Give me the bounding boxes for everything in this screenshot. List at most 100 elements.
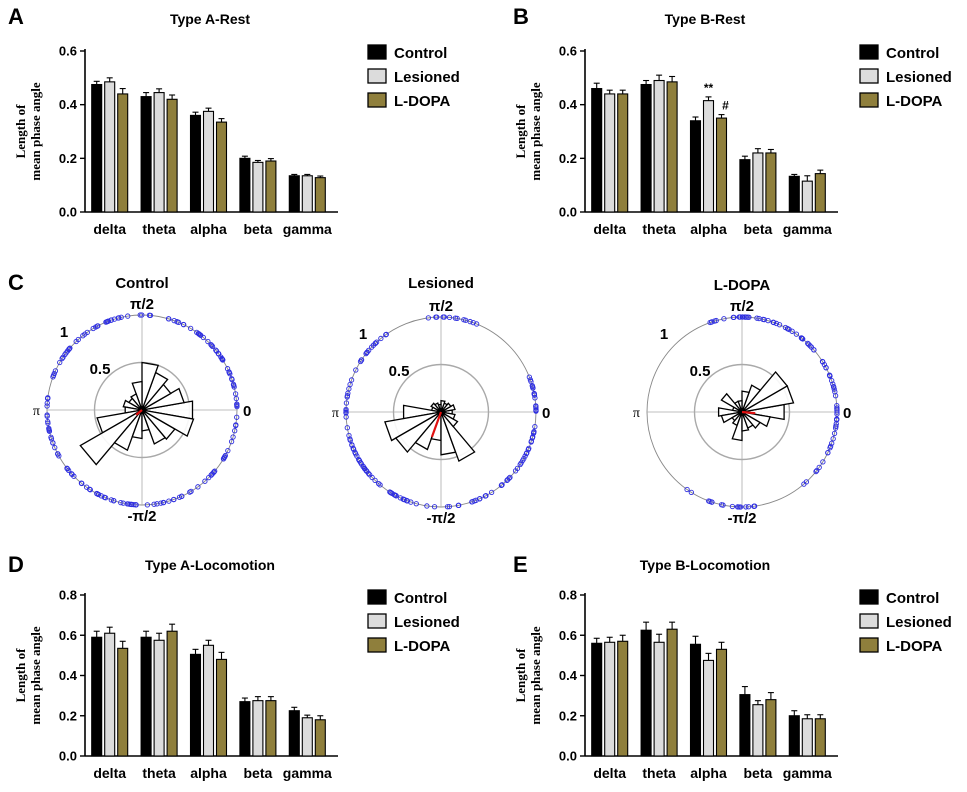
bar-lesioned-theta — [153, 639, 165, 757]
phase-dot — [50, 440, 56, 446]
phase-dot — [834, 409, 840, 415]
phase-dot — [234, 414, 240, 420]
phase-dot — [229, 376, 235, 382]
panel-letter-e: E — [513, 552, 528, 577]
phase-dot — [137, 312, 143, 318]
panel-letter-a: A — [8, 4, 24, 29]
phase-dot — [737, 314, 743, 320]
phase-dot — [829, 378, 835, 384]
y-tick-label: 0.4 — [59, 97, 78, 112]
x-tick-label: theta — [642, 765, 676, 781]
label-pi: π — [33, 404, 40, 419]
phase-dot — [833, 423, 839, 429]
x-tick-label: theta — [142, 221, 176, 237]
phase-dot — [518, 460, 524, 466]
label-pi: π — [332, 406, 339, 421]
x-tick-label: alpha — [190, 765, 227, 781]
rose-wedge — [440, 411, 476, 463]
bar-lesioned-alpha — [202, 110, 215, 213]
phase-dot — [721, 316, 727, 322]
x-tick-label: gamma — [783, 221, 832, 237]
phase-dot — [743, 314, 750, 320]
phase-dot — [202, 478, 208, 484]
y-tick-label: 0.6 — [559, 44, 577, 59]
legend-swatch-lesioned — [367, 613, 387, 629]
rose-wedge — [720, 392, 743, 413]
x-tick-label: beta — [244, 221, 273, 237]
bar-control-alpha — [189, 114, 202, 213]
phase-dot — [230, 434, 236, 440]
phase-dot — [831, 386, 837, 392]
x-tick-label: gamma — [283, 221, 332, 237]
legend-label: Control — [394, 590, 447, 607]
legend-label: Control — [886, 590, 939, 607]
phase-dot — [218, 354, 224, 360]
phase-dot — [372, 340, 378, 347]
phase-dot — [154, 501, 160, 507]
bar-lesioned-alpha — [702, 659, 715, 757]
phase-dot — [504, 477, 511, 483]
phase-dot — [375, 481, 382, 487]
phase-dot — [343, 409, 349, 415]
significance-marker: # — [722, 99, 729, 113]
chart-title: Type A-Rest — [170, 11, 250, 27]
phase-dot — [51, 370, 57, 377]
phase-dot — [834, 411, 840, 417]
phase-dot — [205, 338, 211, 345]
phase-dot — [234, 403, 240, 410]
rose-wedge — [741, 411, 771, 428]
label-radius-0-5: 0.5 — [389, 363, 410, 380]
phase-dot — [424, 503, 430, 509]
label-pi-over-2: π/2 — [429, 298, 453, 315]
phase-dot — [131, 502, 137, 508]
y-tick-label: 0.0 — [559, 749, 577, 764]
phase-dot — [499, 482, 505, 488]
phase-dot — [226, 369, 232, 375]
bar-chart-type-a-locomotion: Type A-Locomotion Length of mean phase ang… — [13, 557, 460, 781]
legend-label: L-DOPA — [886, 93, 943, 110]
phase-dot — [98, 493, 104, 499]
bar-lesioned-theta — [653, 641, 665, 757]
phase-dot — [233, 423, 239, 429]
bar-control-beta — [239, 701, 251, 757]
x-tick-label: delta — [93, 765, 126, 781]
phase-dot — [529, 435, 536, 441]
label-pi-over-2: π/2 — [730, 298, 754, 315]
phase-dot — [144, 502, 151, 508]
bar-chart-type-b-locomotion: Type B-Locomotion Length of mean phase ang… — [513, 557, 952, 781]
phase-dot — [187, 325, 194, 332]
bar-ldopa-beta — [265, 160, 277, 213]
bar-lesioned-beta — [252, 700, 264, 757]
phase-dot — [456, 502, 462, 508]
bar-chart-type-a-rest: Type A-Rest Length of mean phase angle 0.0 0… — [13, 11, 460, 237]
phase-dot — [171, 496, 177, 503]
phase-dot — [827, 445, 833, 451]
phase-dot — [743, 504, 749, 510]
phase-dot — [814, 467, 820, 474]
phase-dot — [46, 426, 52, 432]
phase-dot — [745, 504, 752, 510]
phase-dot — [213, 347, 219, 353]
phase-dot — [347, 437, 353, 443]
phase-dot — [446, 314, 453, 321]
bar-lesioned-theta — [153, 92, 165, 213]
phase-dot — [353, 367, 359, 373]
rose-plot-ldopa: L-DOPA π/2 -π/2 π 0 1 0.5 — [633, 277, 851, 527]
legend-label: Lesioned — [394, 614, 460, 631]
y-tick-label: 0.0 — [559, 205, 577, 220]
mean-vector — [430, 411, 443, 438]
bar-lesioned-alpha — [202, 644, 215, 757]
phase-dot — [344, 393, 351, 399]
phase-dot — [811, 347, 817, 353]
legend-label: L-DOPA — [394, 638, 451, 655]
phase-dot — [118, 314, 124, 320]
panel-letter-c: C — [8, 270, 24, 295]
phase-dot — [798, 335, 805, 341]
phase-dot — [834, 402, 840, 409]
phase-dot — [44, 403, 50, 409]
bar-ldopa-delta — [617, 93, 629, 213]
phase-dot — [413, 501, 419, 507]
phase-dot — [832, 393, 839, 399]
bar-control-delta — [91, 83, 103, 213]
